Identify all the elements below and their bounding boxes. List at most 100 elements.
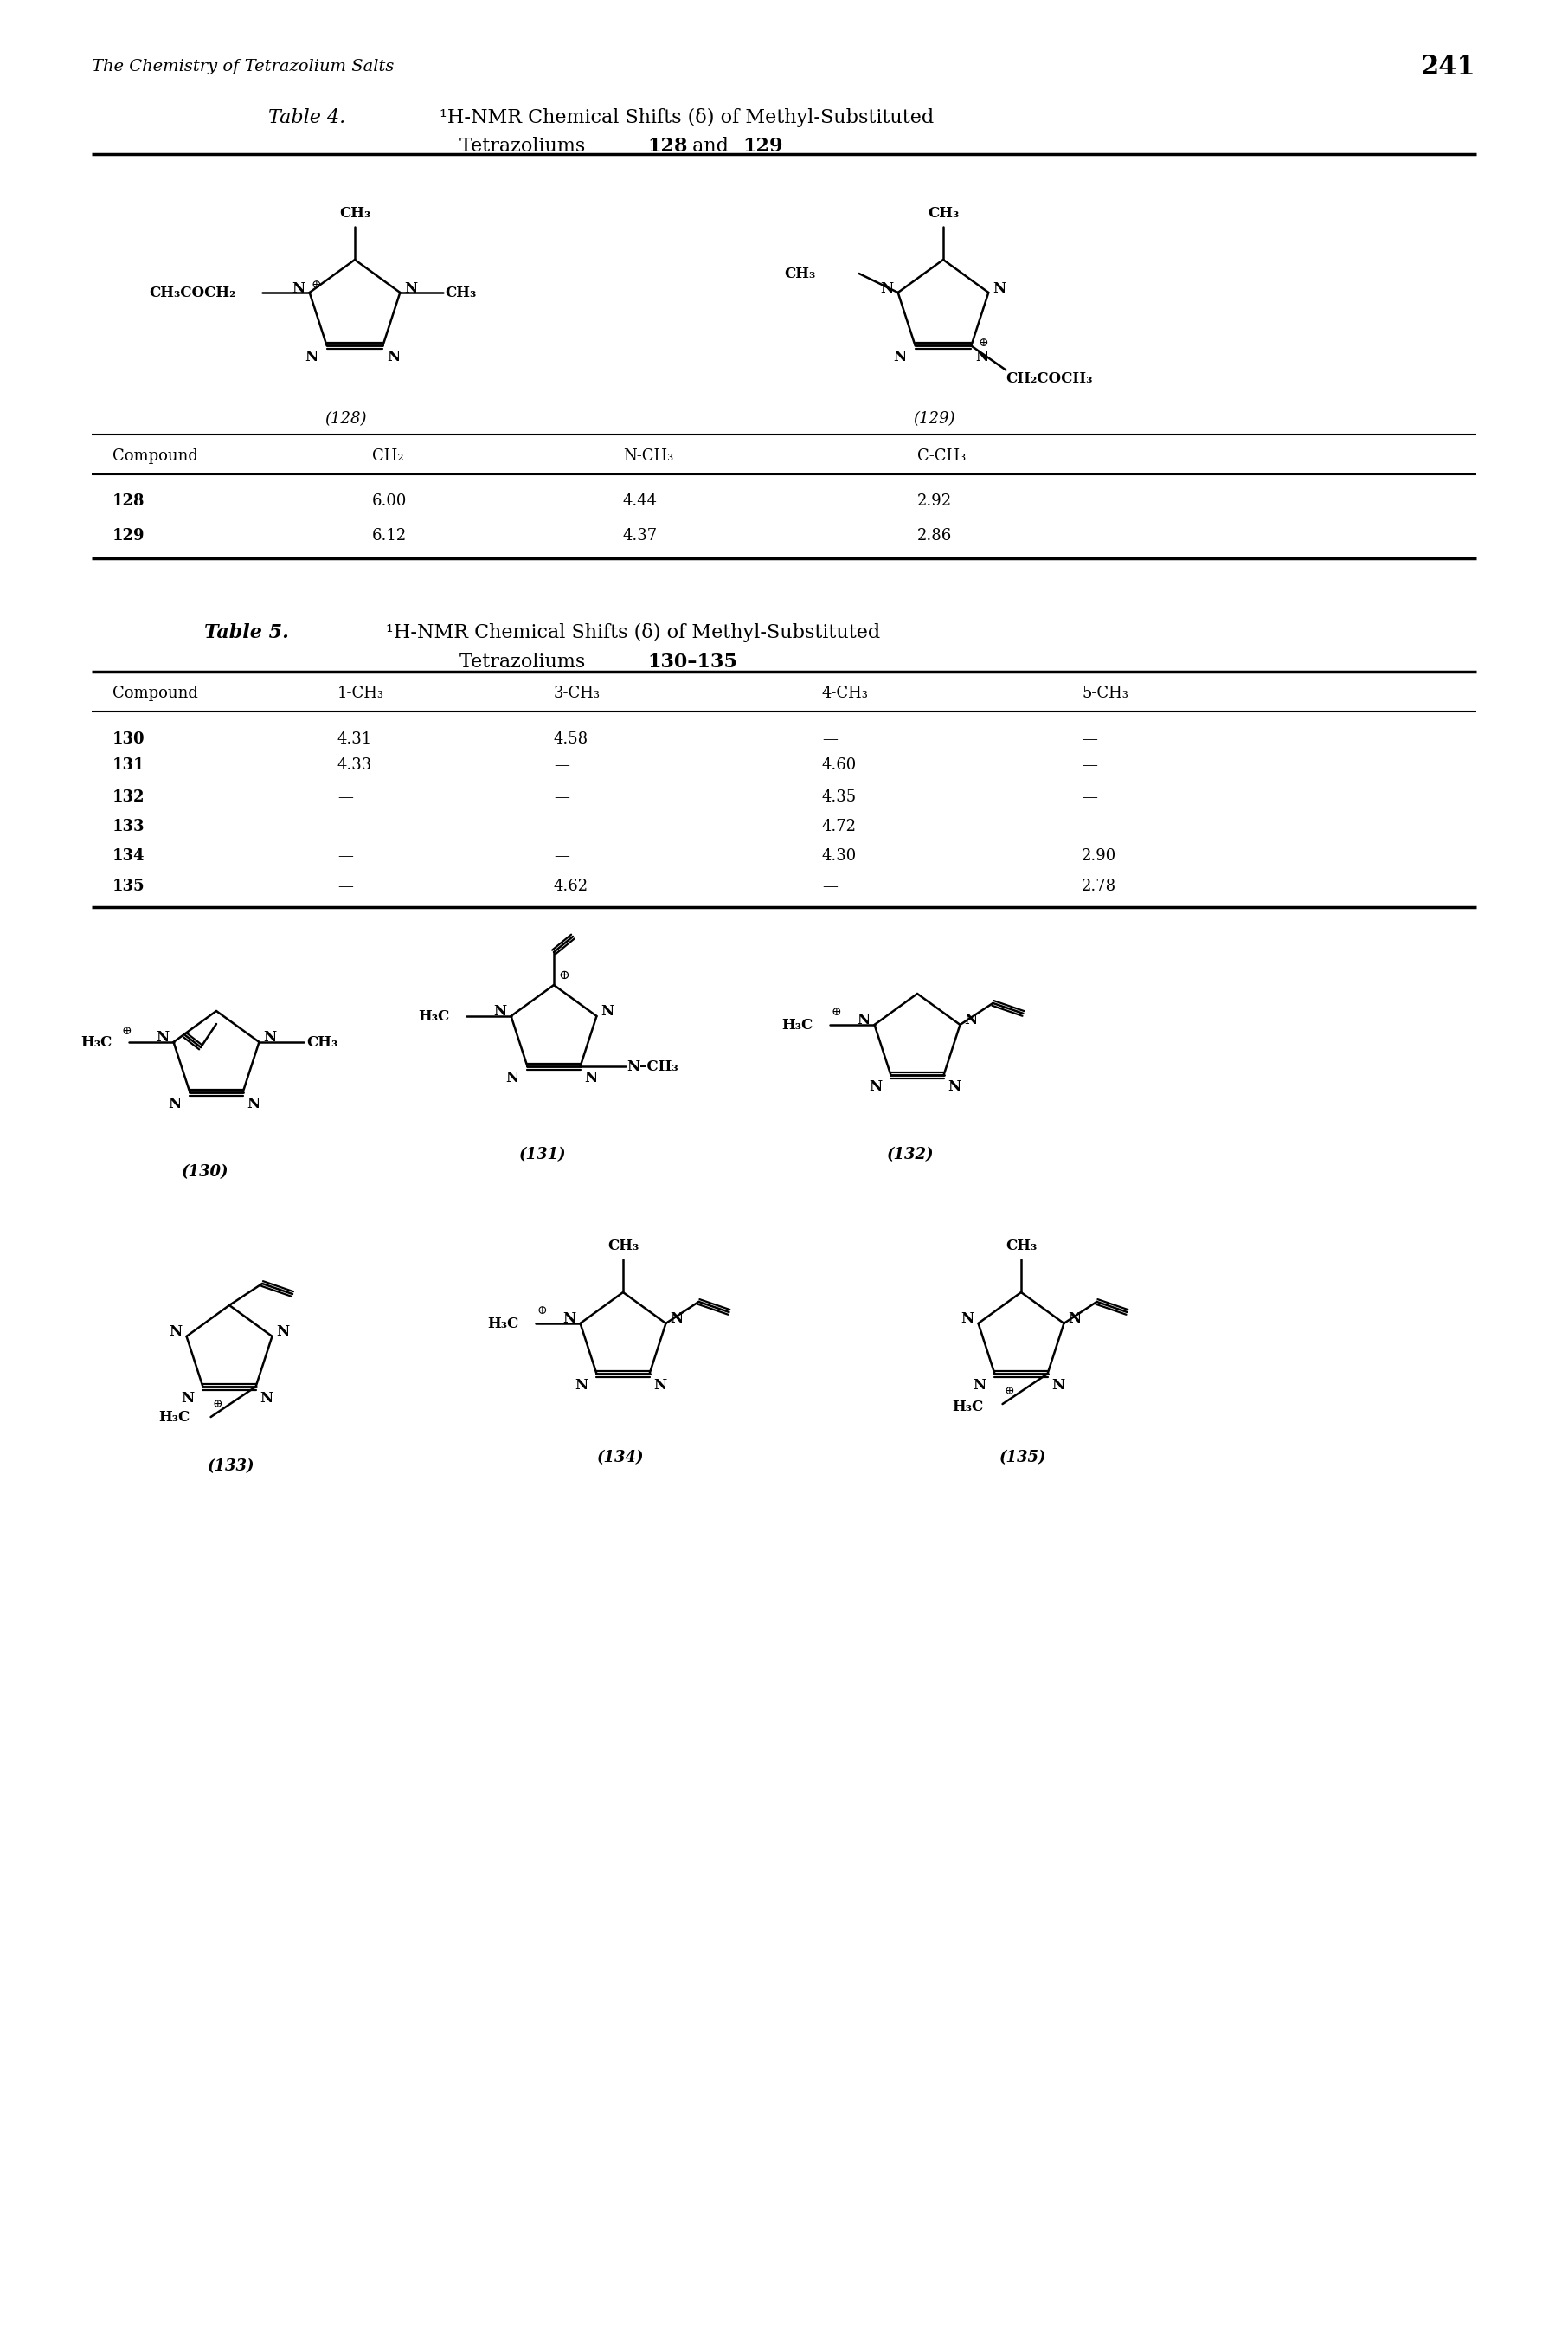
Text: —: — [1082,757,1098,774]
Text: 132: 132 [113,790,144,804]
Text: 2.90: 2.90 [1082,848,1116,865]
Text: 241: 241 [1421,54,1477,79]
Text: N: N [964,1012,977,1028]
Text: ¹H-NMR Chemical Shifts (δ) of Methyl-Substituted: ¹H-NMR Chemical Shifts (δ) of Methyl-Sub… [439,108,935,126]
Text: N: N [169,1325,182,1339]
Text: 4.33: 4.33 [337,757,372,774]
Text: ⊕: ⊕ [122,1024,132,1038]
Text: (131): (131) [519,1147,566,1161]
Text: N: N [182,1391,194,1407]
Text: CH₃: CH₃ [445,285,477,301]
Text: N: N [575,1379,588,1393]
Text: —: — [822,879,837,895]
Text: 129: 129 [113,528,144,545]
Text: (134): (134) [597,1449,644,1465]
Text: N: N [292,280,306,294]
Text: Compound: Compound [113,685,198,701]
Text: N: N [975,351,988,365]
Text: N: N [869,1080,883,1094]
Text: H₃C: H₃C [952,1400,983,1414]
Text: N: N [248,1096,260,1112]
Text: —: — [337,818,353,834]
Text: Compound: Compound [113,449,198,465]
Text: —: — [554,790,569,804]
Text: Table 5.: Table 5. [204,624,289,643]
Text: 2.86: 2.86 [917,528,952,545]
Text: N: N [563,1311,575,1327]
Text: CH₃: CH₃ [607,1239,638,1253]
Text: —: — [822,731,837,748]
Text: and: and [687,138,735,157]
Text: N: N [949,1080,961,1094]
Text: 4.31: 4.31 [337,731,372,748]
Text: —: — [1082,790,1098,804]
Text: N: N [505,1070,519,1084]
Text: 4.58: 4.58 [554,731,588,748]
Text: CH₃COCH₂: CH₃COCH₂ [149,285,237,301]
Text: N: N [961,1311,974,1327]
Text: ¹H-NMR Chemical Shifts (δ) of Methyl-Substituted: ¹H-NMR Chemical Shifts (δ) of Methyl-Sub… [386,624,880,643]
Text: ⊕: ⊕ [978,337,988,348]
Text: CH₃: CH₃ [1005,1239,1036,1253]
Text: ⊕: ⊕ [536,1304,547,1316]
Text: 128: 128 [648,138,687,157]
Text: CH₃: CH₃ [307,1035,339,1049]
Text: CH₃: CH₃ [339,206,370,220]
Text: H₃C: H₃C [488,1316,519,1332]
Text: 128: 128 [113,493,144,509]
Text: (128): (128) [325,411,367,428]
Text: —: — [337,848,353,865]
Text: —: — [554,848,569,865]
Text: N: N [306,351,318,365]
Text: 4.35: 4.35 [822,790,856,804]
Text: —: — [1082,731,1098,748]
Text: N: N [585,1070,597,1084]
Text: —: — [554,818,569,834]
Text: (130): (130) [182,1164,229,1180]
Text: The Chemistry of Tetrazolium Salts: The Chemistry of Tetrazolium Salts [91,58,394,75]
Text: 130–135: 130–135 [648,652,737,671]
Text: ⊕: ⊕ [312,278,321,290]
Text: 4.37: 4.37 [622,528,657,545]
Text: N: N [654,1379,666,1393]
Text: N: N [1068,1311,1082,1327]
Text: ⊕: ⊕ [831,1005,842,1019]
Text: (129): (129) [913,411,955,428]
Text: H₃C: H₃C [782,1019,814,1033]
Text: C-CH₃: C-CH₃ [917,449,966,465]
Text: —: — [337,790,353,804]
Text: ⊕: ⊕ [1004,1386,1014,1398]
Text: H₃C: H₃C [158,1409,190,1426]
Text: 130: 130 [113,731,146,748]
Text: 4.30: 4.30 [822,848,856,865]
Text: CH₃: CH₃ [928,206,960,220]
Text: —: — [554,757,569,774]
Text: CH₂COCH₃: CH₂COCH₃ [1005,372,1093,386]
Text: 134: 134 [113,848,144,865]
Text: CH₂: CH₂ [372,449,405,465]
Text: N-CH₃: N-CH₃ [622,449,673,465]
Text: 135: 135 [113,879,146,895]
Text: N: N [387,351,400,365]
Text: 3-CH₃: 3-CH₃ [554,685,601,701]
Text: 1-CH₃: 1-CH₃ [337,685,384,701]
Text: —: — [1082,818,1098,834]
Text: N: N [405,280,417,294]
Text: N: N [601,1005,615,1019]
Text: 131: 131 [113,757,144,774]
Text: N: N [494,1005,506,1019]
Text: Tetrazoliums: Tetrazoliums [459,652,591,671]
Text: 129: 129 [743,138,782,157]
Text: N–CH₃: N–CH₃ [627,1059,679,1075]
Text: 4.72: 4.72 [822,818,856,834]
Text: Table 4.: Table 4. [268,108,345,126]
Text: H₃C: H₃C [82,1035,113,1049]
Text: N: N [993,280,1007,294]
Text: 2.92: 2.92 [917,493,952,509]
Text: —: — [337,879,353,895]
Text: N: N [276,1325,290,1339]
Text: 4.60: 4.60 [822,757,856,774]
Text: ⊕: ⊕ [213,1398,223,1409]
Text: (135): (135) [999,1449,1046,1465]
Text: N: N [263,1031,276,1045]
